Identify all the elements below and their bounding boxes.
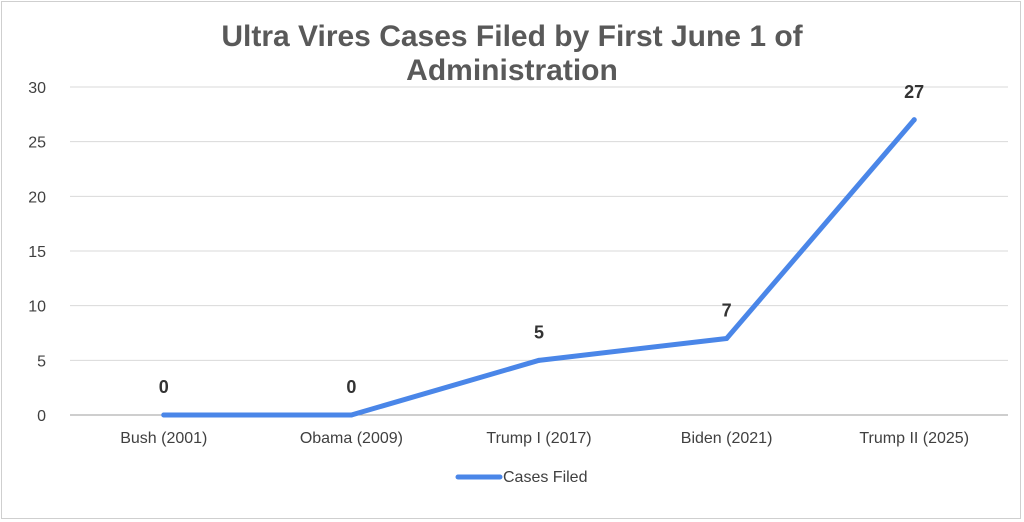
x-axis-ticks: Bush (2001) Obama (2009) Trump I (2017) Bid… bbox=[120, 430, 969, 447]
gridlines bbox=[70, 86, 1008, 416]
y-axis-ticks: 0 5 10 15 20 25 30 bbox=[28, 80, 46, 425]
x-tick-label: Trump I (2017) bbox=[486, 430, 591, 447]
x-tick-label: Obama (2009) bbox=[300, 430, 403, 447]
chart-title-line-1: Ultra Vires Cases Filed by First June 1 … bbox=[221, 20, 803, 53]
data-label: 0 bbox=[346, 377, 356, 397]
data-labels: 0 0 5 7 27 bbox=[159, 82, 924, 397]
series-line-cases-filed bbox=[161, 117, 917, 418]
data-label: 7 bbox=[722, 300, 732, 320]
y-tick-label: 20 bbox=[28, 189, 46, 206]
series-layer bbox=[161, 117, 917, 418]
data-point bbox=[724, 335, 730, 341]
x-tick-label: Bush (2001) bbox=[120, 430, 207, 447]
data-label: 0 bbox=[159, 377, 169, 397]
y-tick-label: 30 bbox=[28, 80, 46, 97]
y-tick-label: 10 bbox=[28, 299, 46, 316]
chart-title-line-2: Administration bbox=[406, 54, 618, 87]
y-tick-label: 25 bbox=[28, 135, 46, 152]
y-tick-label: 5 bbox=[37, 353, 46, 370]
x-tick-label: Trump II (2025) bbox=[859, 430, 969, 447]
data-label: 5 bbox=[534, 322, 544, 342]
data-point bbox=[911, 117, 917, 123]
legend: Cases Filed bbox=[455, 469, 587, 486]
x-tick-label: Biden (2021) bbox=[681, 430, 773, 447]
data-label: 27 bbox=[904, 82, 924, 102]
data-point bbox=[536, 357, 542, 363]
legend-label-cases-filed: Cases Filed bbox=[503, 469, 587, 486]
y-tick-label: 15 bbox=[28, 244, 46, 261]
y-tick-label: 0 bbox=[37, 408, 46, 425]
data-point bbox=[161, 412, 167, 418]
data-point bbox=[348, 412, 354, 418]
